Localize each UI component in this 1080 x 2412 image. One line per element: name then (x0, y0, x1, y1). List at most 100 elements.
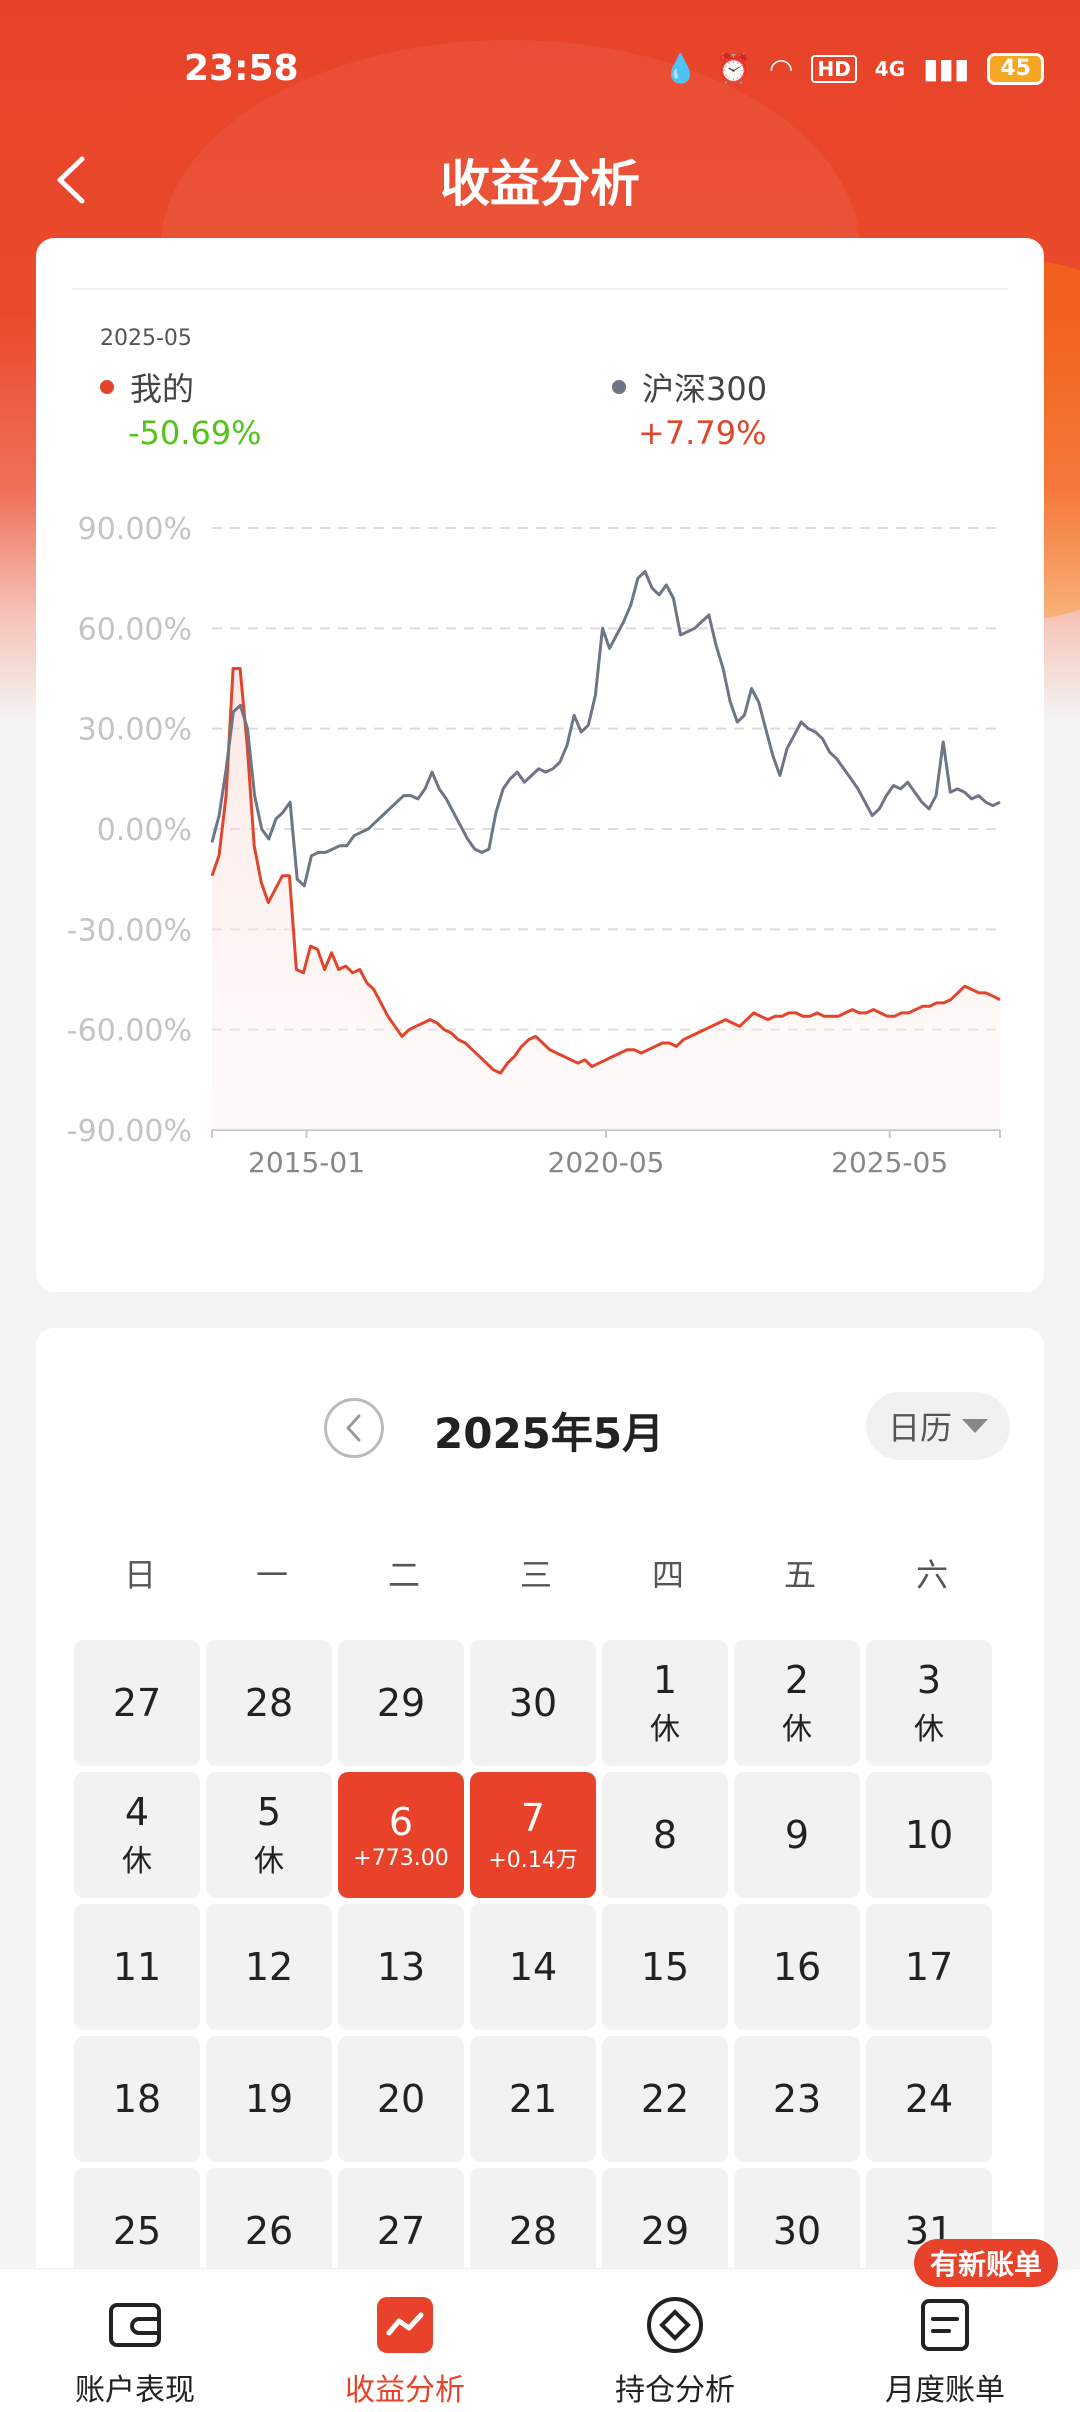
calendar-day-number: 22 (640, 2077, 690, 2121)
calendar-header: 2025年5月 日历 (36, 1388, 1044, 1468)
calendar-day-number: 23 (772, 2077, 822, 2121)
calendar-day[interactable]: 22 (602, 2036, 728, 2162)
caret-down-icon (962, 1419, 988, 1433)
page-title: 收益分析 (440, 155, 640, 213)
weekday-label: 日 (123, 1556, 156, 1594)
calendar-day-number: 21 (508, 2077, 558, 2121)
calendar-day[interactable]: 15 (602, 1904, 728, 2030)
tab-profit-label: 收益分析 (345, 2373, 465, 2408)
calendar-day-number: 7 (520, 1796, 546, 1840)
drop-icon: 💧 (663, 52, 699, 85)
y-tick-label: -90.00% (67, 1114, 192, 1149)
calendar-day[interactable]: 7 +0.14万 (470, 1772, 596, 1898)
calendar-day-number: 20 (376, 2077, 426, 2121)
calendar-day-number: 30 (508, 1681, 558, 1725)
calendar-day-number: 27 (112, 1681, 162, 1725)
weekday-label: 五 (783, 1556, 816, 1594)
legend-mine-label: 我的 (130, 370, 195, 408)
hd-label: HD (811, 54, 857, 83)
calendar-day[interactable]: 18 (74, 2036, 200, 2162)
line-chart: 90.00% 60.00% 30.00% 0.00% -30.00% -60.00% -90… (67, 512, 1001, 1179)
calendar-day[interactable]: 9 (734, 1772, 860, 1898)
calendar-day-note: 休 (782, 1712, 812, 1747)
calendar-day[interactable]: 20 (338, 2036, 464, 2162)
calendar-day-number: 4 (124, 1790, 150, 1834)
calendar-day[interactable]: 21 (470, 2036, 596, 2162)
series-line-index (210, 570, 1001, 888)
calendar-day-number: 25 (112, 2209, 162, 2253)
weekday-label: 六 (915, 1556, 948, 1594)
signal-icon: ▮▮▮ (923, 52, 970, 85)
calendar-day-number: 5 (256, 1790, 282, 1834)
tab-holdings[interactable]: 持仓分析 (540, 2269, 810, 2412)
legend-index-label: 沪深300 (642, 370, 768, 408)
calendar-day[interactable]: 10 (866, 1772, 992, 1898)
legend-index: 沪深300 (612, 364, 767, 410)
y-tick-label: 90.00% (78, 512, 192, 547)
weekday-row: 日一二三四五六 (74, 1550, 998, 1596)
wifi-icon: ◠ (769, 52, 794, 85)
view-select-label: 日历 (887, 1409, 952, 1447)
calendar-day[interactable]: 19 (206, 2036, 332, 2162)
calendar-day-number: 6 (388, 1799, 414, 1844)
back-button[interactable] (40, 148, 104, 212)
calendar-day[interactable]: 27 (74, 1640, 200, 1766)
calendar-day-number: 28 (508, 2209, 558, 2253)
weekday-label: 四 (651, 1556, 684, 1594)
calendar-day-number: 1 (652, 1658, 678, 1702)
tab-profit[interactable]: 收益分析 (270, 2269, 540, 2412)
calendar-day-number: 11 (112, 1945, 162, 1989)
weekday-label: 二 (387, 1556, 420, 1594)
calendar-day-number: 9 (784, 1813, 810, 1857)
calendar-day[interactable]: 11 (74, 1904, 200, 2030)
battery-icon: 45 (987, 52, 1044, 85)
legend-mine: 我的 (100, 364, 194, 410)
calendar-card: 2025年5月 日历 日一二三四五六 27 28 29 30 1 休 2 休 3 休 4 休 5 休 6 +7… (36, 1328, 1044, 2412)
x-tick-label: 2015-01 (248, 1146, 365, 1179)
tab-account[interactable]: 账户表现 (0, 2269, 270, 2412)
weekday-label: 三 (519, 1556, 552, 1594)
calendar-day[interactable]: 13 (338, 1904, 464, 2030)
weekday-label: 一 (255, 1556, 288, 1594)
chart-icon (377, 2297, 433, 2353)
tab-monthly-bill[interactable]: 有新账单 月度账单 (810, 2239, 1080, 2412)
calendar-day[interactable]: 16 (734, 1904, 860, 2030)
calendar-day-number: 24 (904, 2077, 954, 2121)
view-select[interactable]: 日历 (866, 1392, 1010, 1460)
calendar-day[interactable]: 23 (734, 2036, 860, 2162)
legend-dot-index (612, 380, 626, 394)
calendar-day[interactable]: 14 (470, 1904, 596, 2030)
calendar-day-number: 10 (904, 1813, 954, 1857)
calendar-day[interactable]: 24 (866, 2036, 992, 2162)
chevron-left-icon (346, 1414, 361, 1442)
calendar-day-note: 休 (122, 1844, 152, 1879)
calendar-day-number: 29 (376, 1681, 426, 1725)
y-tick-label: -60.00% (67, 1014, 192, 1049)
calendar-day-note: 休 (254, 1844, 284, 1879)
calendar-day-number: 8 (652, 1813, 678, 1857)
y-tick-label: -30.00% (67, 913, 192, 948)
legend-mine-value: -50.69% (128, 414, 262, 452)
y-tick-label: 30.00% (78, 713, 192, 748)
chart-card: 2025-05 我的 -50.69% 沪深300 +7.79% 90.00% 60… (36, 238, 1044, 1292)
calendar-day[interactable]: 28 (206, 1640, 332, 1766)
calendar-day[interactable]: 29 (338, 1640, 464, 1766)
legend-index-value: +7.79% (638, 414, 767, 452)
calendar-day[interactable]: 8 (602, 1772, 728, 1898)
prev-month-button[interactable] (324, 1398, 384, 1458)
tab-monthly-bill-label: 月度账单 (885, 2373, 1005, 2408)
top-nav: 收益分析 (0, 130, 1080, 230)
y-tick-label: 0.00% (97, 813, 192, 848)
status-bar: 23:58 💧 ⏰ ◠ HD 4G ▮▮▮ 45 (0, 0, 1080, 140)
calendar-day[interactable]: 6 +773.00 (338, 1772, 464, 1898)
calendar-day[interactable]: 17 (866, 1904, 992, 2030)
calendar-day-number: 14 (508, 1945, 558, 1989)
calendar-day[interactable]: 30 (470, 1640, 596, 1766)
calendar-day[interactable]: 12 (206, 1904, 332, 2030)
calendar-day-number: 27 (376, 2209, 426, 2253)
